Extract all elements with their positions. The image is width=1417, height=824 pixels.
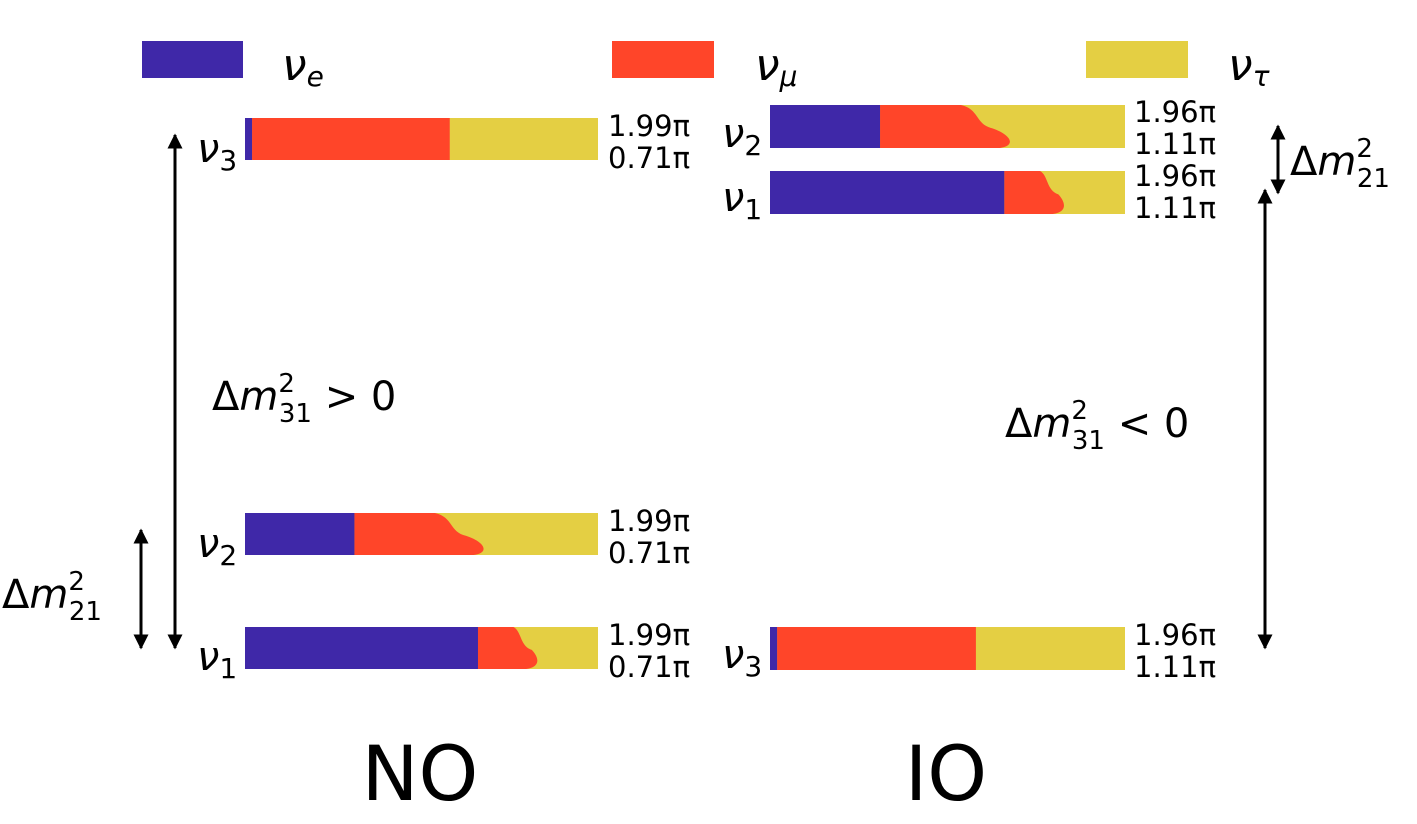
legend-swatch-nu-tau [1086, 41, 1188, 78]
no-state-nu2-label: ν2 [197, 521, 237, 572]
panel-no: ν3 1.99π 0.71π ν2 1.99π 0.71π ν1 1.99π 0… [2, 109, 690, 818]
legend-label-nu-tau: ντ [1228, 40, 1270, 93]
io-state-nu1-label: ν1 [722, 175, 762, 226]
no-state-nu2: ν2 1.99π 0.71π [197, 504, 690, 572]
no-state-nu1-phase1: 1.99π [608, 618, 690, 652]
io-state-nu1-phase2: 1.11π [1134, 191, 1216, 225]
io-panel-title: IO [905, 729, 987, 818]
io-small-splitting-label: Δm2 21 [1290, 134, 1390, 194]
io-state-nu1-bar-mu-segment [1004, 171, 1064, 214]
no-state-nu3-phase1: 1.99π [608, 109, 690, 143]
legend-label-nu-mu: νμ [755, 40, 797, 93]
io-state-nu3-phase2: 1.11π [1134, 650, 1216, 684]
legend-swatch-nu-mu [612, 41, 714, 78]
io-state-nu1-bar-e-segment [770, 171, 1005, 214]
io-state-nu3-phase1: 1.96π [1134, 618, 1216, 652]
no-panel-title: NO [362, 729, 479, 818]
no-state-nu2-bar-e-segment [245, 513, 355, 555]
no-state-nu1-bar [245, 627, 598, 669]
io-state-nu2-phase1: 1.96π [1134, 95, 1216, 129]
no-state-nu2-bar-mu-segment [354, 513, 484, 555]
io-state-nu2-bar-mu-segment [880, 105, 1010, 148]
no-state-nu3-bar [245, 118, 598, 160]
io-state-nu2-label: ν2 [722, 111, 762, 162]
io-state-nu2-phase2: 1.11π [1134, 127, 1216, 161]
io-state-nu1-bar [770, 171, 1125, 214]
io-state-nu2: ν2 1.96π 1.11π [722, 95, 1216, 162]
no-state-nu3-phase2: 0.71π [608, 141, 690, 175]
no-big-splitting-label: Δm2 31 > 0 [212, 369, 396, 429]
panel-io: ν2 1.96π 1.11π ν1 1.96π 1.11π ν3 1.96π 1… [722, 95, 1390, 818]
no-state-nu1-bar-e-segment [245, 627, 478, 669]
no-state-nu2-phase2: 0.71π [608, 536, 690, 570]
io-state-nu3-bar-e-segment [770, 627, 778, 670]
no-state-nu3-label: ν3 [197, 126, 237, 177]
no-state-nu1-bar-mu-segment [477, 627, 538, 669]
io-state-nu1-phase1: 1.96π [1134, 159, 1216, 193]
legend-label-nu-e: νe [282, 40, 324, 93]
io-state-nu3-label: ν3 [722, 632, 762, 683]
no-small-splitting-label: Δm2 21 [2, 567, 102, 627]
legend-swatch-nu-e [142, 41, 243, 78]
io-big-splitting-label: Δm2 31 < 0 [1005, 396, 1189, 456]
io-state-nu3-bar [770, 627, 1125, 670]
legend: νe νμ ντ [142, 40, 1270, 93]
io-state-nu2-bar-e-segment [770, 105, 881, 148]
no-state-nu3: ν3 1.99π 0.71π [197, 109, 690, 177]
no-state-nu3-bar-e-segment [245, 118, 253, 160]
io-state-nu1: ν1 1.96π 1.11π [722, 159, 1216, 226]
io-state-nu2-bar [770, 105, 1125, 148]
no-state-nu3-bar-mu-segment [252, 118, 450, 160]
no-state-nu1-phase2: 0.71π [608, 650, 690, 684]
io-state-nu3: ν3 1.96π 1.11π [722, 618, 1216, 684]
no-state-nu2-bar [245, 513, 598, 555]
no-state-nu1-label: ν1 [197, 634, 237, 685]
no-state-nu1: ν1 1.99π 0.71π [197, 618, 690, 685]
io-state-nu3-bar-mu-segment [777, 627, 976, 670]
no-state-nu2-phase1: 1.99π [608, 504, 690, 538]
